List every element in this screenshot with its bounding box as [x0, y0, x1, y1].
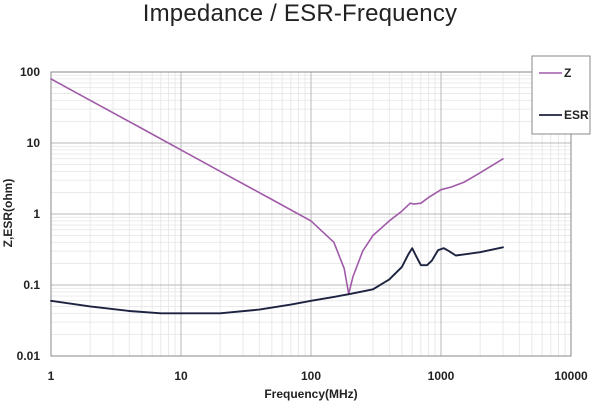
legend-label-z: Z [564, 66, 571, 80]
y-tick-label: 100 [20, 65, 40, 79]
legend-label-esr: ESR [564, 108, 589, 122]
series-line-z [50, 78, 504, 295]
y-tick-label: 10 [27, 136, 41, 150]
x-tick-label: 1 [48, 369, 55, 383]
y-tick-label: 0.1 [23, 278, 40, 292]
y-tick-label: 0.01 [17, 349, 41, 363]
y-tick-label: 1 [33, 207, 40, 221]
legend-box [531, 55, 591, 135]
legend: Z ESR [531, 55, 591, 135]
x-axis-label: Frequency(MHz) [264, 387, 357, 401]
chart-title: Impedance / ESR-Frequency [142, 0, 458, 27]
x-tick-label: 10 [174, 369, 188, 383]
series-line-esr [50, 246, 504, 315]
x-tick-label: 1000 [428, 369, 455, 383]
x-tick-label: 100 [301, 369, 321, 383]
y-axis-label: Z,ESR(ohm) [1, 179, 15, 248]
plot-frame [50, 71, 572, 357]
y-axis-ticks: 0.01 0.1 1 10 100 [17, 65, 41, 363]
x-tick-label: 10000 [554, 369, 588, 383]
series-layer [50, 78, 504, 315]
x-axis-ticks: 1 10 100 1000 10000 [48, 369, 588, 383]
